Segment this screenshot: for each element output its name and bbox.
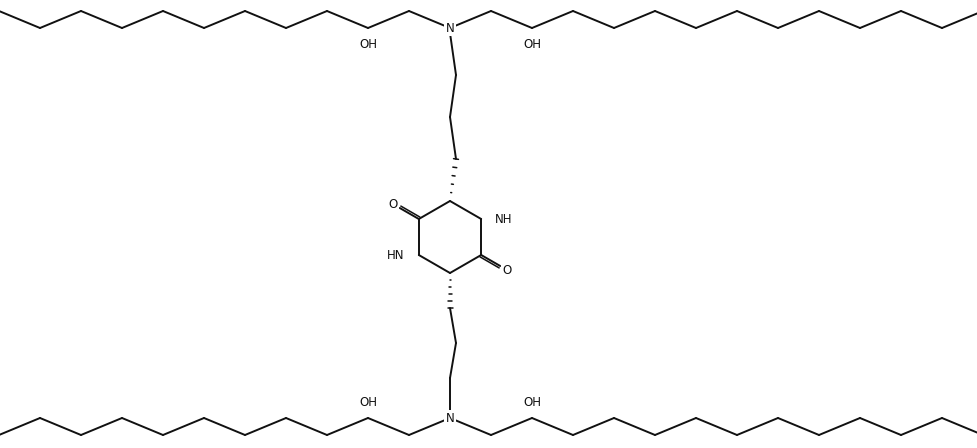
Text: N: N xyxy=(446,22,454,34)
Text: O: O xyxy=(388,198,397,211)
Text: OH: OH xyxy=(359,396,376,409)
Text: N: N xyxy=(446,412,454,425)
Text: OH: OH xyxy=(523,38,540,51)
Text: OH: OH xyxy=(523,396,540,409)
Text: NH: NH xyxy=(494,212,512,225)
Text: HN: HN xyxy=(387,249,404,262)
Text: O: O xyxy=(502,263,511,276)
Text: OH: OH xyxy=(359,38,376,51)
